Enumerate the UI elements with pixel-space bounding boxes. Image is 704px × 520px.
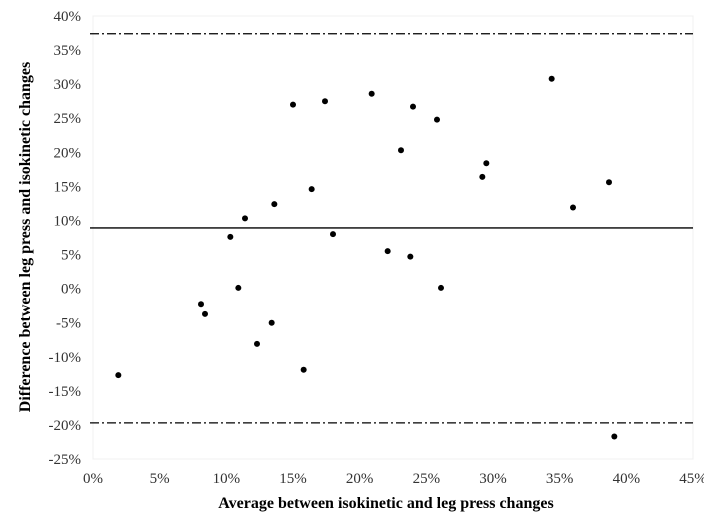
plot-area-border — [92, 15, 694, 460]
y-tick-label: -25% — [49, 452, 82, 468]
y-tick-label: 20% — [54, 145, 82, 161]
y-tick-label: -15% — [49, 384, 82, 400]
data-point — [235, 284, 242, 291]
data-point — [434, 116, 440, 123]
x-tick-label: 30% — [479, 471, 507, 487]
data-point — [290, 101, 296, 108]
x-tick-label: 35% — [546, 471, 574, 487]
data-points — [115, 75, 618, 440]
y-tick-label: 25% — [54, 111, 82, 127]
x-tick-label: 45% — [679, 471, 704, 487]
data-point — [268, 319, 275, 326]
x-tick-label: 0% — [83, 471, 103, 487]
data-point — [384, 248, 391, 255]
data-point — [410, 103, 416, 110]
data-point — [227, 233, 234, 240]
y-tick-label: 0% — [61, 282, 81, 298]
data-point — [198, 301, 204, 308]
data-point — [611, 433, 618, 440]
data-point — [606, 179, 612, 186]
x-tick-label: 15% — [279, 471, 307, 487]
data-point — [483, 160, 490, 167]
data-point — [407, 253, 414, 260]
data-point — [271, 201, 278, 208]
y-tick-label: 40% — [54, 9, 82, 25]
x-tick-label: 5% — [150, 471, 170, 487]
data-point — [300, 366, 307, 373]
y-axis-tick-labels: 40% 35% 30% 25% 20% 15% 10% 5% 0% -5% -10% -15% -20%… — [49, 9, 82, 468]
data-point — [242, 215, 248, 222]
data-point — [438, 284, 444, 291]
plot-frame — [92, 15, 694, 460]
x-tick-label: 10% — [213, 471, 241, 487]
data-point — [322, 98, 328, 105]
data-point — [330, 231, 336, 238]
y-tick-label: 5% — [61, 248, 81, 264]
data-point — [548, 75, 555, 82]
y-tick-label: -5% — [56, 316, 81, 332]
x-axis-tick-labels: 0% 5% 10% 15% 20% 25% 30% 35% 40% 45% — [83, 471, 704, 487]
y-tick-label: 15% — [54, 179, 82, 195]
data-point — [479, 173, 486, 180]
data-point — [308, 186, 315, 193]
y-tick-label: -10% — [49, 350, 82, 366]
y-tick-label: -20% — [49, 418, 82, 434]
data-point — [202, 310, 208, 317]
data-point — [254, 340, 260, 347]
data-point — [398, 147, 404, 154]
y-tick-label: 30% — [54, 77, 82, 93]
x-tick-label: 25% — [413, 471, 441, 487]
data-point — [570, 204, 576, 211]
data-point — [368, 90, 375, 97]
data-point — [115, 372, 122, 379]
y-tick-label: 35% — [54, 43, 82, 59]
y-tick-label: 10% — [54, 213, 82, 229]
reference-lines — [90, 33, 693, 424]
x-axis-title: Average between isokinetic and leg press… — [218, 495, 553, 512]
x-tick-label: 40% — [613, 471, 641, 487]
x-tick-label: 20% — [346, 471, 374, 487]
y-axis-title: Difference between leg press and isokine… — [17, 62, 34, 412]
